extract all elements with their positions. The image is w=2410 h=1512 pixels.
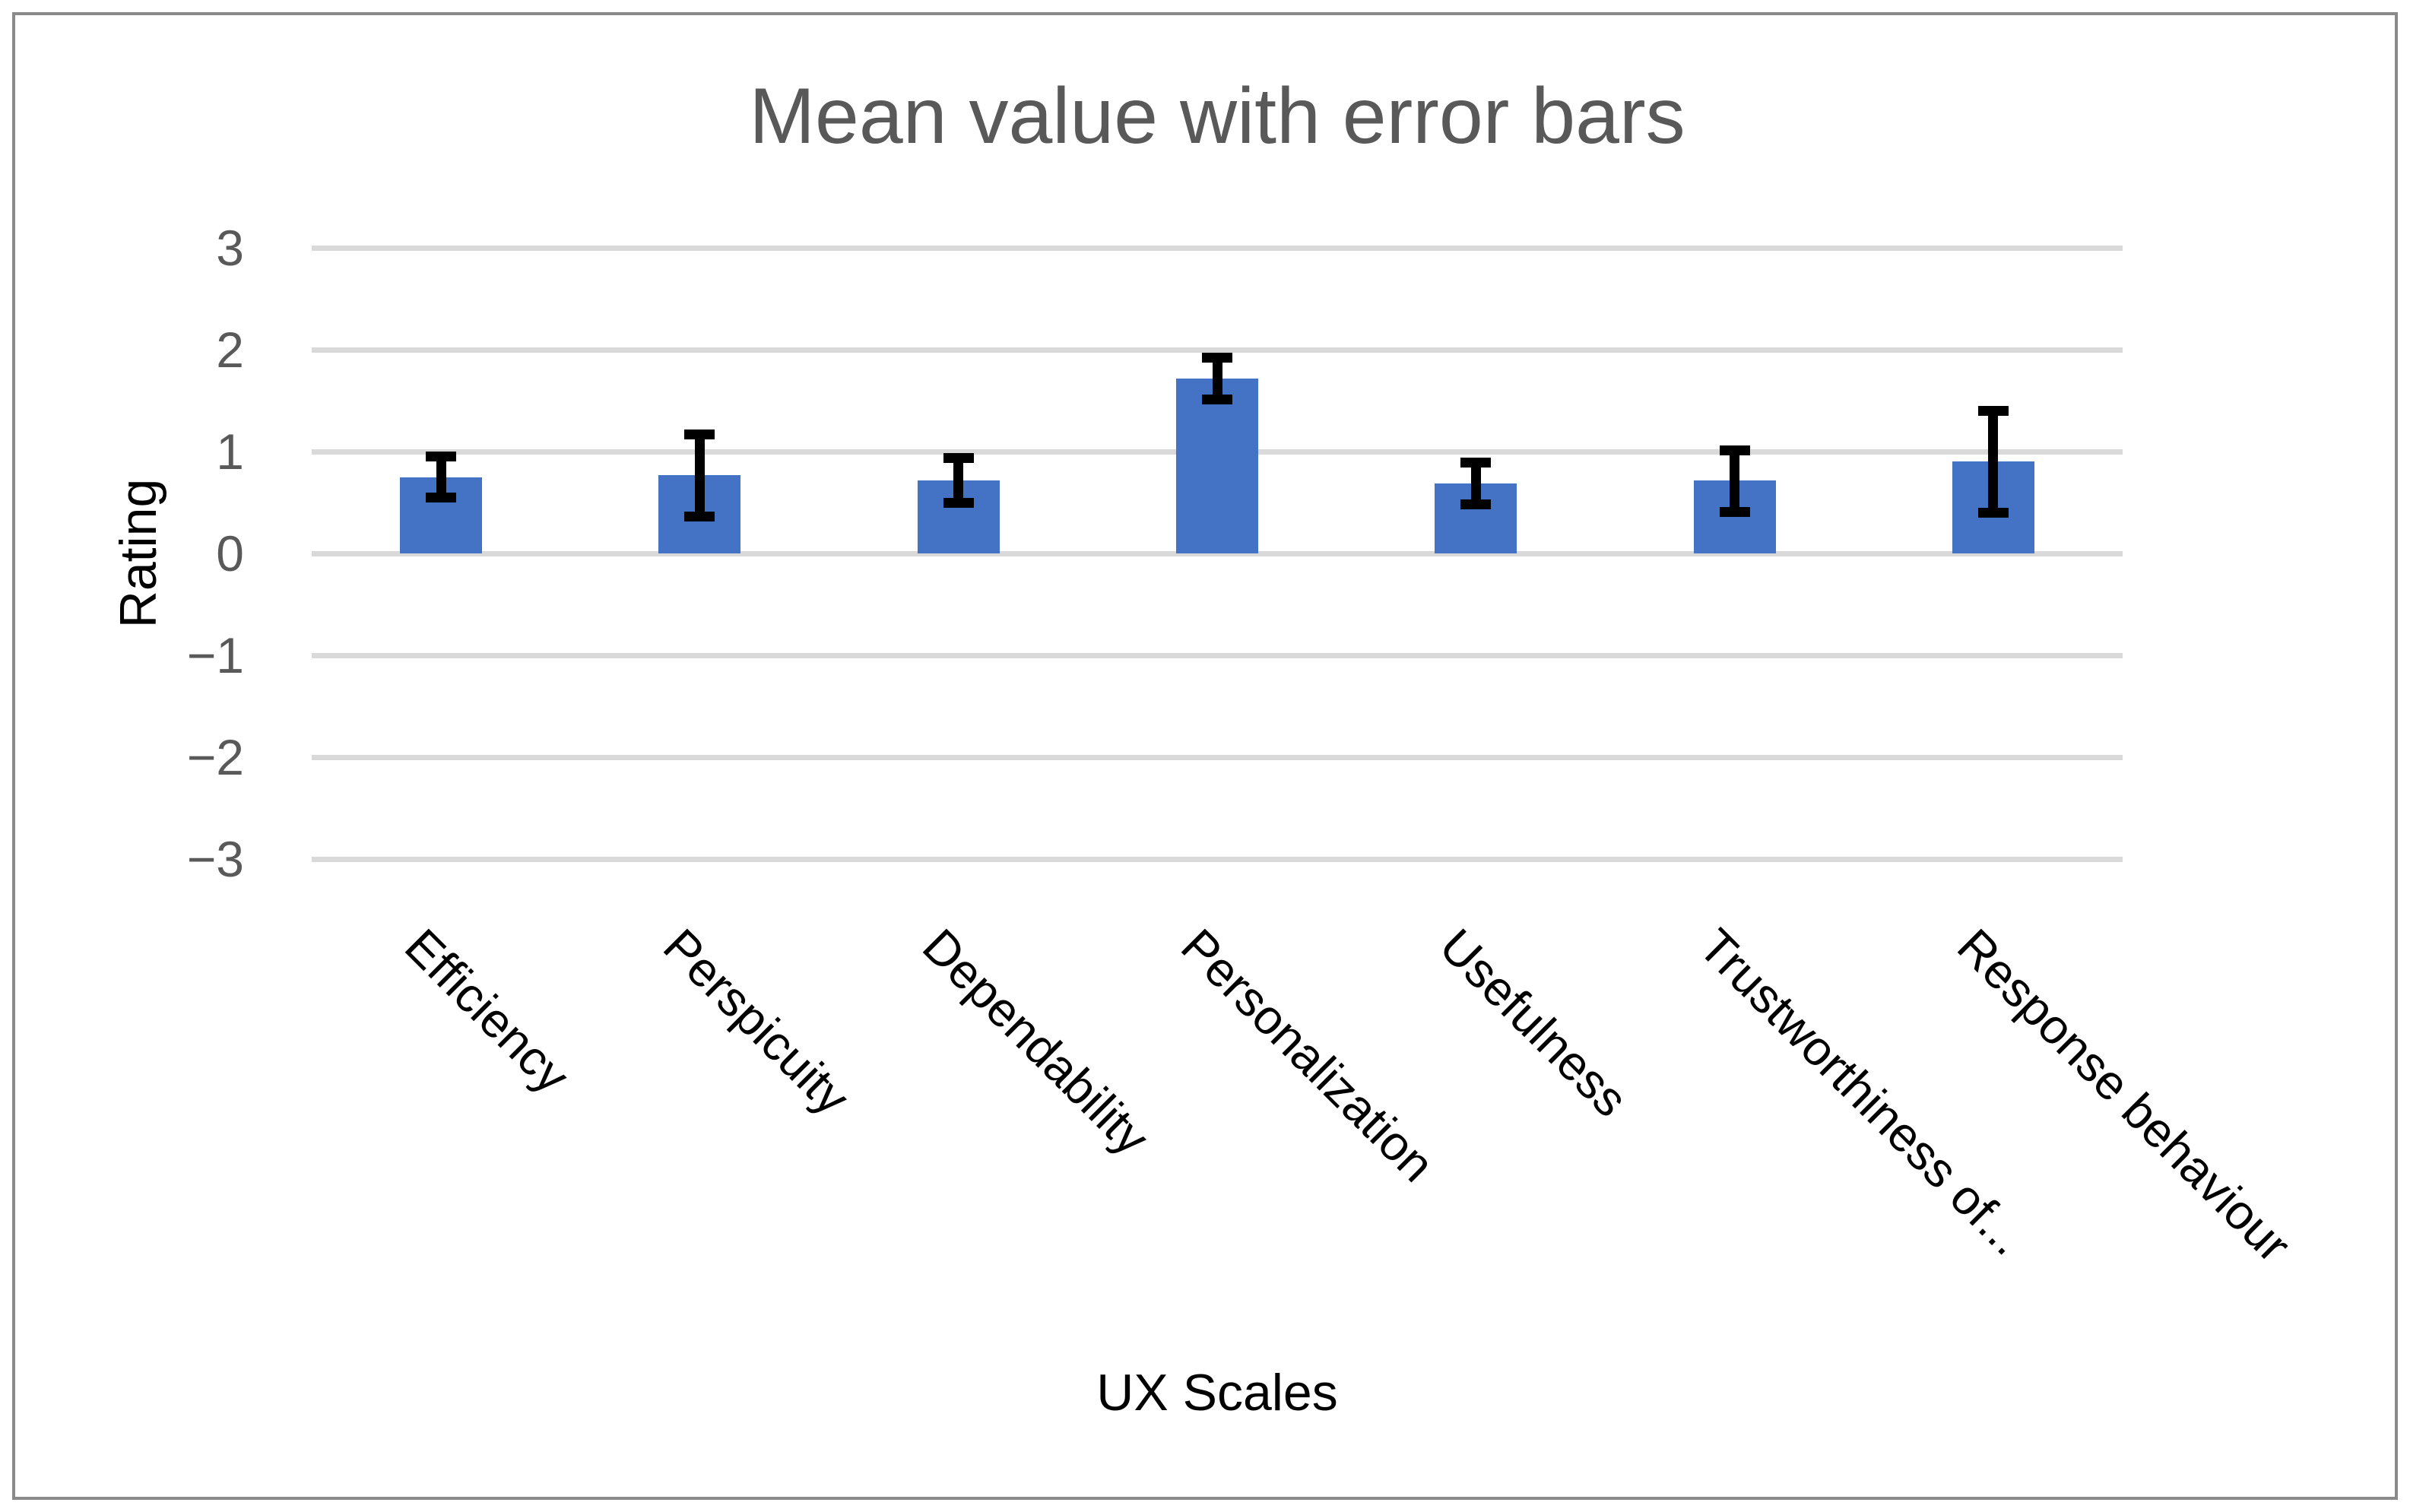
gridline-y-0 — [312, 550, 2123, 556]
error-bar-cap-bottom-4 — [1460, 499, 1492, 510]
x-axis-title: UX Scales — [1096, 1364, 1338, 1422]
error-bar-cap-top-2 — [943, 452, 974, 463]
error-bar-cap-bottom-2 — [943, 497, 974, 508]
error-bar-line-6 — [1988, 410, 1999, 513]
error-bar-cap-top-4 — [1460, 458, 1492, 468]
error-bar-line-0 — [436, 456, 446, 498]
y-tick-label--2: −2 — [186, 729, 244, 785]
y-tick-label--1: −1 — [186, 627, 244, 683]
gridline-y-2 — [312, 347, 2123, 353]
error-bar-cap-bottom-0 — [426, 492, 457, 502]
error-bar-cap-top-6 — [1977, 405, 2009, 416]
y-tick-label-0: 0 — [216, 525, 244, 582]
error-bar-cap-bottom-6 — [1977, 507, 2009, 518]
error-bar-line-5 — [1730, 450, 1740, 512]
chart-outer-border — [12, 12, 2398, 1500]
error-bar-cap-bottom-3 — [1202, 395, 1232, 405]
y-tick-label-1: 1 — [216, 423, 244, 480]
chart-title: Mean value with error bars — [749, 72, 1685, 160]
bar-3 — [1176, 378, 1258, 553]
error-bar-cap-bottom-5 — [1719, 506, 1750, 517]
gridline-y--2 — [312, 754, 2123, 760]
error-bar-cap-top-5 — [1719, 445, 1750, 456]
error-bar-cap-bottom-1 — [684, 512, 715, 522]
error-bar-cap-top-3 — [1202, 353, 1232, 363]
gridline-y--1 — [312, 652, 2123, 658]
error-bar-cap-top-0 — [426, 452, 457, 462]
y-tick-label-3: 3 — [216, 220, 244, 276]
y-tick-label--3: −3 — [186, 831, 244, 887]
error-bar-cap-top-1 — [684, 429, 715, 439]
gridline-y-3 — [312, 245, 2123, 251]
error-bar-line-3 — [1212, 357, 1222, 400]
error-bar-line-2 — [953, 458, 964, 502]
error-bar-line-4 — [1470, 462, 1481, 505]
error-bar-line-1 — [694, 434, 705, 517]
y-tick-label-2: 2 — [216, 322, 244, 378]
gridline-y--3 — [312, 856, 2123, 862]
